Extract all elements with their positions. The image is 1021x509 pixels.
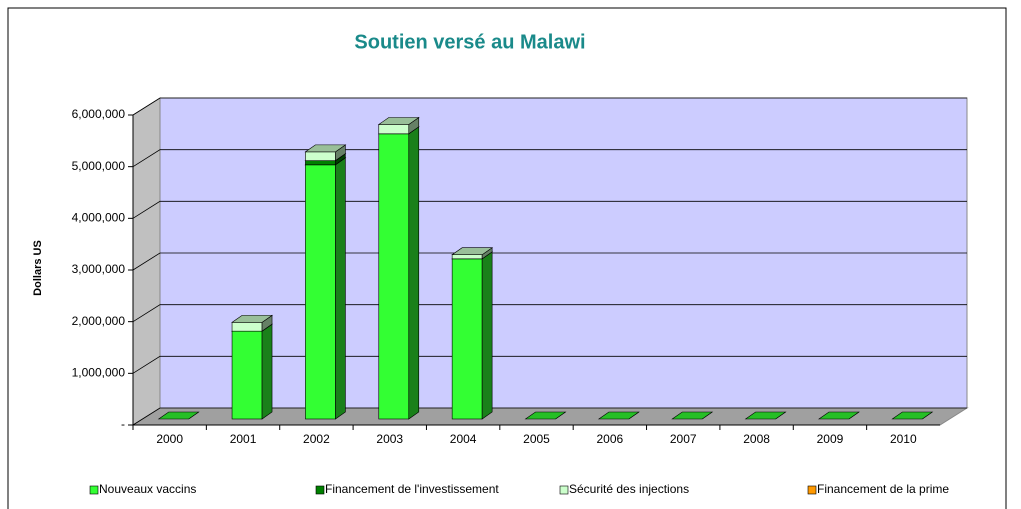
legend-label: Nouveaux vaccins: [99, 482, 196, 496]
bar-front: [305, 160, 336, 166]
bar: [597, 411, 640, 420]
x-tick-label: 2004: [450, 432, 477, 446]
y-axis-label: Dollars US: [32, 240, 44, 296]
bar: [157, 411, 200, 420]
grid-line: [132, 97, 967, 116]
x-tick-label: 2002: [303, 432, 330, 446]
bar: [524, 411, 567, 420]
bar-top: [377, 117, 420, 125]
bar: [377, 116, 420, 135]
grid-line: [132, 304, 967, 323]
x-tick-label: 2003: [376, 432, 403, 446]
bar-top: [451, 247, 494, 255]
bar: [231, 323, 273, 420]
bar-side: [481, 251, 493, 420]
bar-front: [378, 124, 410, 135]
grid-line: [132, 200, 967, 219]
bar: [671, 411, 714, 420]
bar-top: [744, 411, 787, 420]
y-tick-label: 4,000,000: [72, 211, 126, 225]
bar-side: [408, 126, 420, 420]
x-tick-label: 2001: [230, 432, 257, 446]
bar-top: [157, 411, 200, 420]
bar-front: [305, 164, 336, 420]
bar-top: [891, 411, 934, 420]
x-tick-label: 2006: [597, 432, 624, 446]
bar-top: [524, 411, 567, 420]
x-tick-label: 2008: [743, 432, 770, 446]
y-tick-label: 2,000,000: [72, 314, 126, 328]
bar: [451, 251, 494, 420]
bar-front: [231, 330, 263, 420]
grid-line: [132, 407, 967, 426]
y-tick-label: 1,000,000: [72, 366, 126, 380]
legend-swatch: [807, 485, 817, 495]
grid-line: [132, 252, 967, 271]
x-tick-label: 2010: [890, 432, 917, 446]
legend-label: Sécurité des injections: [569, 482, 689, 496]
bar: [377, 126, 420, 420]
grid-line: [132, 355, 967, 374]
bar: [891, 411, 934, 420]
bar-top: [671, 411, 714, 420]
y-tick-label: -: [121, 417, 125, 431]
legend-swatch: [89, 485, 99, 495]
bar-top: [597, 411, 640, 420]
bar-side: [335, 157, 346, 420]
y-tick-label: 3,000,000: [72, 262, 126, 276]
bar: [818, 411, 860, 420]
bar-side: [261, 323, 273, 420]
bar-top: [231, 315, 273, 323]
bar-top: [304, 144, 347, 153]
legend-label: Financement de l'investissement: [325, 482, 499, 496]
bar-front: [451, 254, 483, 260]
x-tick-label: 2009: [817, 432, 844, 446]
chart-title: Soutien versé au Malawi: [354, 31, 585, 53]
bar: [304, 144, 347, 162]
grid-line: [132, 149, 967, 168]
y-tick-label: 5,000,000: [72, 159, 126, 173]
bar-front: [451, 258, 483, 420]
bar-front: [231, 322, 263, 332]
x-tick-label: 2005: [523, 432, 550, 446]
legend-label: Financement de la prime: [817, 482, 949, 496]
x-tick-label: 2000: [156, 432, 183, 446]
x-tick-label: 2007: [670, 432, 697, 446]
bar: [304, 157, 347, 420]
legend-swatch: [559, 485, 569, 495]
bar-front: [305, 151, 336, 161]
y-tick-label: 6,000,000: [72, 107, 126, 121]
legend-swatch: [315, 485, 325, 495]
bar: [744, 411, 787, 420]
bar: [451, 247, 494, 260]
bar-top: [818, 411, 860, 420]
bar-front: [378, 133, 410, 420]
bar: [231, 314, 273, 332]
